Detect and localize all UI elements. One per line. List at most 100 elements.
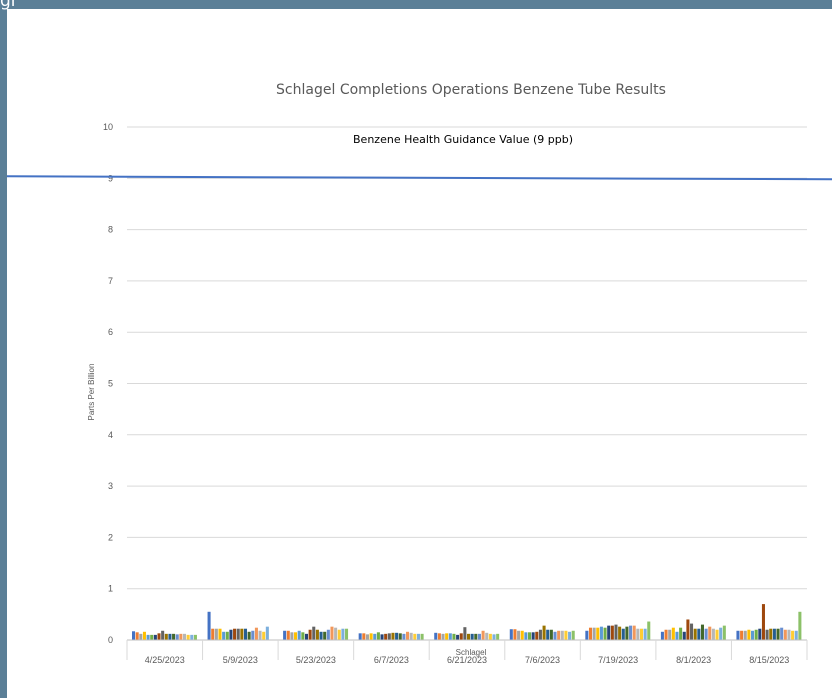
bar (286, 630, 290, 640)
bar (535, 631, 539, 640)
bar (330, 626, 334, 640)
bar (146, 634, 150, 640)
bar (470, 633, 474, 640)
bar (153, 634, 157, 640)
bar (621, 628, 625, 640)
bar (571, 630, 575, 640)
bar (222, 631, 226, 640)
bar (517, 630, 521, 640)
bar (700, 624, 704, 640)
gridlines (127, 126, 807, 590)
bar (398, 633, 402, 640)
bar (437, 633, 441, 640)
bar (798, 611, 802, 640)
bar (668, 629, 672, 640)
bar (639, 628, 644, 640)
bar (780, 627, 784, 640)
bar (629, 625, 633, 640)
bar (527, 632, 532, 640)
bar (549, 629, 553, 640)
bar (362, 633, 366, 640)
reference-line (7, 175, 832, 181)
bar (743, 630, 747, 640)
bar (142, 631, 146, 640)
bar (395, 632, 399, 640)
bar (488, 633, 492, 640)
bar (413, 633, 417, 640)
bar (599, 626, 603, 640)
bar (179, 633, 183, 640)
bar (341, 628, 345, 640)
bar (459, 633, 463, 640)
bar (492, 634, 496, 640)
bar (161, 630, 165, 640)
chart-panel: Schlagel Completions Operations Benzene … (7, 9, 832, 698)
bar (334, 627, 338, 640)
bar (254, 627, 258, 640)
bar (693, 628, 697, 640)
bar (467, 633, 471, 640)
category-label: 4/25/2023 (145, 655, 185, 665)
top-text-fragment: gr (0, 0, 18, 11)
category-label: 7/19/2023 (598, 655, 638, 665)
bar (452, 633, 456, 640)
bar (283, 630, 287, 640)
bar (369, 633, 373, 640)
bar (258, 630, 262, 640)
bar (564, 630, 568, 640)
bar (690, 623, 694, 640)
bar (135, 632, 139, 640)
bar (546, 629, 550, 640)
y-tick-label: 10 (103, 122, 113, 132)
bar (416, 633, 420, 640)
bar (172, 633, 176, 640)
bar (711, 628, 715, 640)
bar (243, 628, 248, 640)
bar (679, 627, 683, 640)
bar (214, 628, 218, 640)
bar (697, 628, 701, 640)
bar (675, 631, 679, 640)
bar (557, 630, 561, 640)
bar (485, 632, 489, 640)
bar (758, 628, 762, 640)
bar (139, 633, 143, 640)
bar (610, 625, 614, 640)
bar (585, 630, 589, 640)
bar (560, 630, 564, 640)
y-tick-label: 0 (108, 635, 113, 645)
category-labels: 4/25/2023 5/9/2023 5/23/2023 6/7/2023 6/21/2… (145, 655, 789, 665)
bar (247, 631, 251, 640)
bar (592, 627, 596, 640)
bar (384, 633, 388, 640)
y-tick-label: 9 (108, 173, 113, 183)
bar (365, 634, 369, 640)
bar (391, 632, 395, 640)
bar (308, 629, 312, 640)
category-label: 7/6/2023 (525, 655, 560, 665)
bar (747, 629, 751, 640)
bar (193, 634, 197, 640)
bar (625, 626, 629, 640)
bar (304, 633, 309, 640)
bar (715, 629, 719, 640)
bar (664, 629, 668, 640)
bar (218, 628, 222, 640)
bar (445, 633, 449, 640)
bar (660, 631, 664, 640)
bar (240, 628, 244, 640)
bar (686, 619, 690, 640)
bar (538, 629, 542, 640)
bar (751, 630, 755, 640)
chart: Schlagel Completions Operations Benzene … (7, 82, 832, 665)
bar (776, 628, 780, 640)
bar (358, 633, 362, 640)
bar (754, 629, 758, 640)
bar (783, 629, 787, 640)
bar (520, 630, 524, 640)
bar (168, 633, 172, 640)
bar (290, 632, 294, 640)
bar (791, 630, 795, 640)
bar (531, 632, 535, 640)
bar (708, 626, 712, 640)
